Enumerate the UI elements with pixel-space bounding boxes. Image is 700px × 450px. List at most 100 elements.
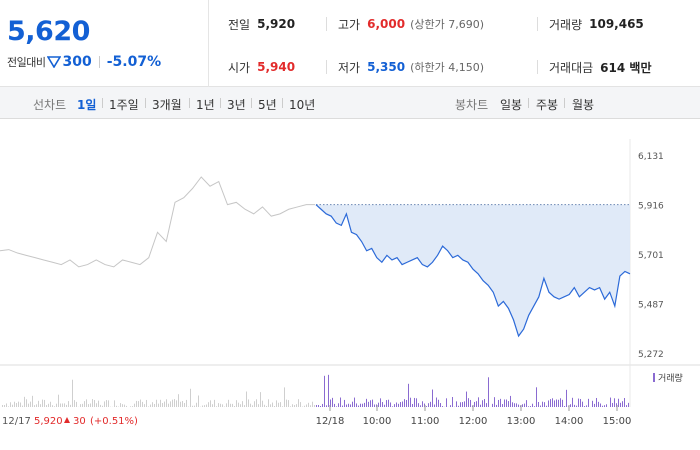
volume-bar: [172, 399, 173, 407]
candle-monthly[interactable]: 월봉: [572, 98, 595, 112]
period-5year[interactable]: 5년: [258, 98, 277, 112]
volume-bar: [108, 400, 109, 407]
volume-bar: [254, 401, 255, 407]
volume-bar: [268, 399, 269, 407]
y-tick-label: 5,487: [638, 300, 664, 310]
volume-bar: [218, 403, 219, 407]
price-box: 5,620 전일대비 300 -5.07%: [0, 0, 209, 87]
x-tick-label: 10:00: [363, 416, 392, 427]
stat-value: 6,000: [367, 17, 406, 31]
volume-bar: [536, 387, 537, 407]
volume-bar: [350, 404, 351, 407]
volume-bar: [452, 397, 453, 407]
volume-bar: [16, 403, 17, 407]
volume-bar: [518, 404, 519, 407]
period-1year[interactable]: 1년: [196, 98, 215, 112]
volume-bar: [468, 398, 469, 407]
below-reference-area: [316, 204, 630, 337]
volume-bar: [386, 400, 387, 407]
volume-bar: [450, 405, 451, 407]
period-3month[interactable]: 3개월: [152, 98, 182, 112]
volume-bar: [76, 401, 77, 407]
divider: [528, 98, 529, 108]
volume-bar: [476, 401, 477, 407]
today-series: [315, 204, 631, 338]
volume-bar: [102, 405, 103, 407]
volume-bar: [170, 401, 171, 407]
volume-bar: [48, 403, 49, 407]
volume-bar: [618, 398, 619, 407]
volume-bar: [524, 403, 525, 407]
volume-bar: [216, 406, 217, 407]
volume-bar: [470, 399, 471, 407]
volume-bar: [534, 406, 535, 407]
volume-bar: [174, 399, 175, 407]
stat-sub: (하한가 4,150): [410, 61, 484, 74]
volume-bar: [308, 402, 309, 407]
volume-bar: [546, 405, 547, 407]
volume-bar: [550, 399, 551, 407]
volume-bar: [384, 404, 385, 407]
divider: [220, 98, 221, 108]
divider: [537, 17, 538, 31]
volume-bar: [588, 398, 589, 407]
volume-bar: [256, 399, 257, 407]
today-line: [315, 204, 631, 338]
volume-bar: [538, 401, 539, 407]
volume-bar: [66, 404, 67, 407]
volume-bar: [486, 403, 487, 407]
volume-bar: [592, 400, 593, 407]
volume-bar: [58, 394, 59, 407]
volume-bar: [52, 405, 53, 407]
volume-bar: [124, 404, 125, 407]
volume-bar: [402, 401, 403, 407]
volume-bar: [316, 405, 317, 407]
volume-bar: [4, 405, 5, 407]
volume-bar: [120, 403, 121, 407]
volume-bar: [46, 405, 47, 407]
volume-bar: [628, 402, 629, 407]
volume-bar: [190, 388, 191, 407]
volume-bar: [286, 399, 287, 407]
volume-bar: [82, 403, 83, 407]
period-3year[interactable]: 3년: [227, 98, 246, 112]
volume-bar: [552, 398, 553, 407]
volume-bar: [176, 400, 177, 407]
volume-bar: [44, 399, 45, 407]
stat-label: 고가: [338, 17, 361, 32]
volume-bar: [496, 404, 497, 407]
volume-bar: [220, 403, 221, 407]
stat-value: 5,920: [257, 17, 296, 31]
volume-bar: [154, 403, 155, 407]
candle-weekly[interactable]: 주봉: [536, 98, 559, 112]
period-1day[interactable]: 1일: [77, 98, 97, 112]
period-1week[interactable]: 1주일: [109, 98, 139, 112]
volume-bar: [610, 397, 611, 407]
volume-bar: [556, 399, 557, 407]
volume-bar: [492, 403, 493, 407]
volume-bar: [88, 404, 89, 407]
volume-bar: [356, 403, 357, 407]
volume-bar: [382, 402, 383, 407]
volume-bar: [338, 403, 339, 407]
volume-bar: [18, 401, 19, 407]
price-chart[interactable]: 6,131 5,916 5,701 5,487 5,272 12/18 10:00 11:0…: [0, 119, 700, 450]
volume-legend: 거래량: [658, 372, 683, 384]
candle-daily[interactable]: 일봉: [500, 98, 523, 112]
volume-bar: [38, 400, 39, 407]
volume-bar: [540, 405, 541, 407]
volume-bar: [528, 406, 529, 407]
volume-bar: [164, 401, 165, 407]
change-row: 전일대비 300 -5.07%: [7, 54, 161, 70]
volume-bar: [560, 398, 561, 407]
volume-bars: [2, 374, 629, 407]
volume-bar: [582, 401, 583, 407]
y-tick-label: 6,131: [638, 152, 664, 162]
volume-bar: [404, 399, 405, 407]
current-price: 5,620: [7, 16, 90, 47]
down-triangle-icon: [47, 56, 62, 68]
volume-bar: [418, 403, 419, 407]
volume-bar: [334, 403, 335, 407]
y-tick-label: 5,916: [638, 202, 664, 212]
period-10year[interactable]: 10년: [289, 98, 316, 112]
